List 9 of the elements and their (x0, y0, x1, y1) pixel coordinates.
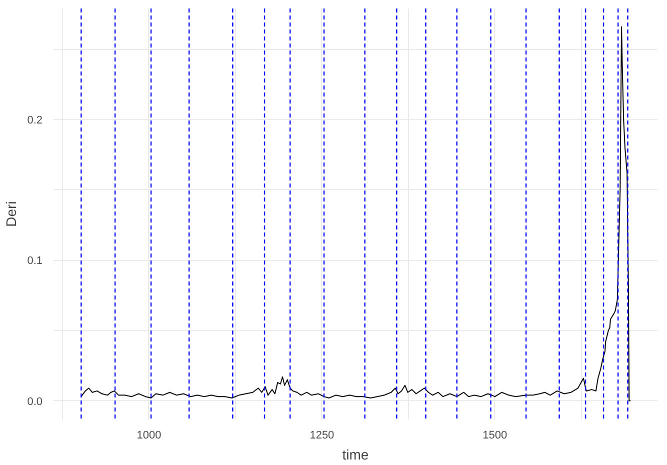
line-series (80, 26, 632, 402)
y-tick-label: 0.1 (27, 255, 43, 268)
y-tick-label: 0.0 (27, 396, 43, 408)
x-tick-label: 1250 (310, 430, 334, 442)
x-axis-title: time (342, 446, 369, 462)
x-tick-label: 1500 (482, 430, 508, 442)
x-tick-label: 1000 (136, 430, 162, 442)
y-axis-title: Deri (3, 201, 20, 227)
y-tick-label: 0.2 (27, 114, 43, 127)
